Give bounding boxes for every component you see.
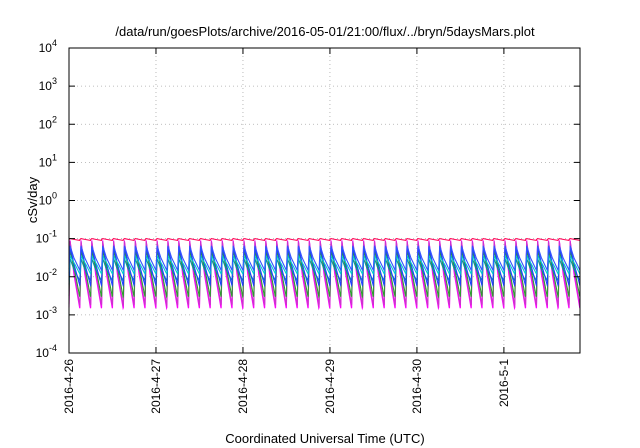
x-tick-label: 2016-4-29 — [323, 359, 337, 414]
x-tick-label: 2016-4-26 — [62, 359, 76, 414]
x-tick-label: 2016-4-28 — [236, 359, 250, 414]
series-line — [68, 238, 581, 242]
y-axis: 10-4 10-3 10-2 10-1 100 101 102 103 104 — [36, 38, 580, 360]
y-tick-label: 10-4 — [36, 343, 57, 360]
series-line — [68, 245, 581, 272]
x-axis-label: Coordinated Universal Time (UTC) — [225, 431, 424, 446]
x-tick-label: 2016-4-27 — [149, 359, 163, 414]
chart-title: /data/run/goesPlots/archive/2016-05-01/2… — [115, 24, 535, 39]
y-tick-label: 10-1 — [36, 229, 57, 246]
data-series — [68, 238, 581, 311]
y-tick-label: 104 — [39, 38, 57, 55]
gridlines — [69, 48, 580, 353]
y-axis-label: cSv/day — [25, 176, 40, 223]
y-tick-label: 103 — [39, 76, 57, 93]
y-tick-label: 10-3 — [36, 305, 57, 322]
y-tick-label: 10-2 — [36, 267, 57, 284]
x-tick-label: 2016-4-30 — [410, 359, 424, 414]
y-tick-label: 100 — [39, 191, 57, 208]
x-axis: 2016-4-26 2016-4-27 2016-4-28 2016-4-29 2016… — [62, 48, 511, 414]
y-tick-label: 101 — [39, 152, 57, 169]
y-tick-label: 102 — [39, 114, 57, 131]
x-tick-label: 2016-5-1 — [497, 359, 511, 407]
